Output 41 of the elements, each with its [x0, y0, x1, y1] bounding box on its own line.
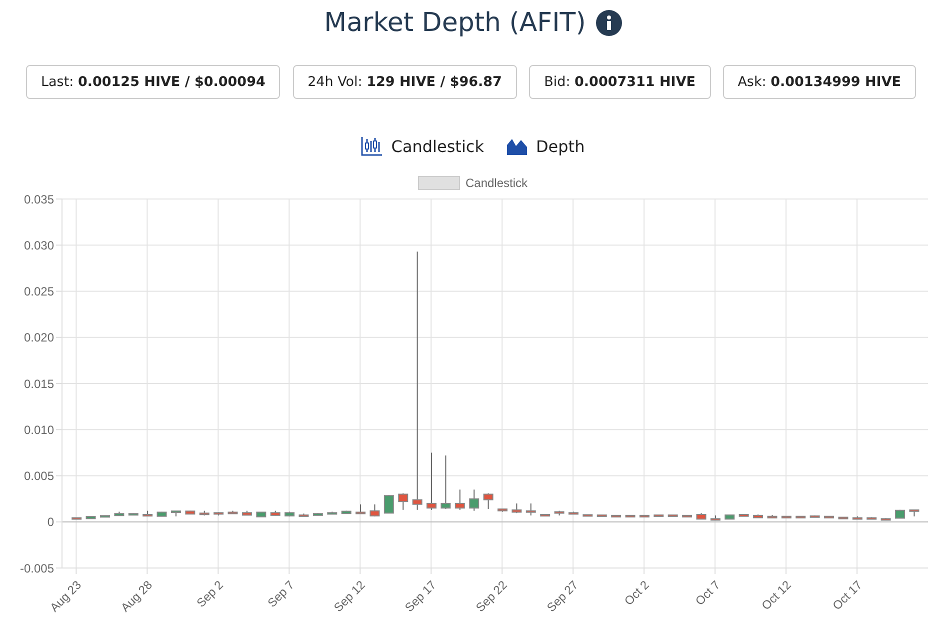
- text: Candlestick: [465, 176, 528, 190]
- text: Ask: 0.00134999 HIVE: [738, 74, 901, 90]
- x-tick-label: Aug 28: [118, 578, 156, 615]
- y-tick-label: 0: [47, 515, 54, 530]
- x-tick-label: Oct 2: [622, 578, 652, 608]
- x-tick-label: Sep 17: [402, 578, 440, 615]
- candlestick: [440, 454, 451, 510]
- text: 24h Vol: 129 HIVE / $96.87: [308, 74, 502, 90]
- text: Bid: 0.0007311 HIVE: [544, 74, 696, 90]
- y-tick-label: 0.020: [24, 330, 54, 345]
- candlestick: [454, 489, 465, 510]
- candlestick: [356, 504, 366, 514]
- y-tick-label: 0.030: [24, 238, 54, 252]
- candlestick: [512, 502, 522, 514]
- x-tick-label: Oct 12: [758, 578, 794, 613]
- text: Depth: [534, 136, 585, 156]
- candlestick: [384, 494, 394, 514]
- x-tick-label: Oct 7: [692, 578, 724, 608]
- candlestick: [483, 492, 494, 510]
- candlestick: [398, 492, 408, 510]
- y-tick-label: 0.010: [24, 422, 54, 437]
- x-tick-label: Sep 2: [194, 578, 226, 610]
- y-tick-label: -0.005: [20, 561, 54, 576]
- x-tick-label: Sep 27: [544, 578, 582, 615]
- candlestick: [370, 504, 380, 517]
- candlestick: [426, 452, 437, 510]
- y-tick-label: 0.015: [24, 376, 54, 391]
- candlestick: [412, 251, 422, 510]
- text: Candlestick: [390, 136, 484, 156]
- candlestick: [526, 502, 536, 516]
- y-tick-label: 0.025: [24, 284, 54, 299]
- x-tick-label: Aug 23: [47, 578, 84, 615]
- y-tick-label: 0.005: [24, 469, 54, 484]
- x-tick-label: Sep 12: [331, 578, 368, 615]
- x-tick-label: Sep 7: [264, 578, 298, 610]
- text: Last: 0.00125 HIVE / $0.00094: [41, 74, 266, 90]
- x-tick-label: Sep 22: [473, 578, 510, 615]
- x-tick-label: Oct 17: [830, 578, 866, 613]
- y-tick-label: 0.035: [24, 192, 54, 206]
- candlestick: [469, 489, 480, 512]
- chart-title: Market Depth (AFIT): [324, 8, 586, 38]
